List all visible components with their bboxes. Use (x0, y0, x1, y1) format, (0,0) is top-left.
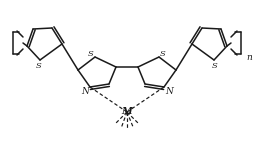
Text: M: M (122, 107, 132, 116)
Text: N: N (81, 87, 89, 97)
Text: S: S (36, 62, 42, 70)
Text: S: S (212, 62, 218, 70)
Text: n: n (246, 52, 252, 61)
Text: S: S (160, 50, 166, 58)
Text: N: N (165, 87, 173, 97)
Text: S: S (88, 50, 94, 58)
